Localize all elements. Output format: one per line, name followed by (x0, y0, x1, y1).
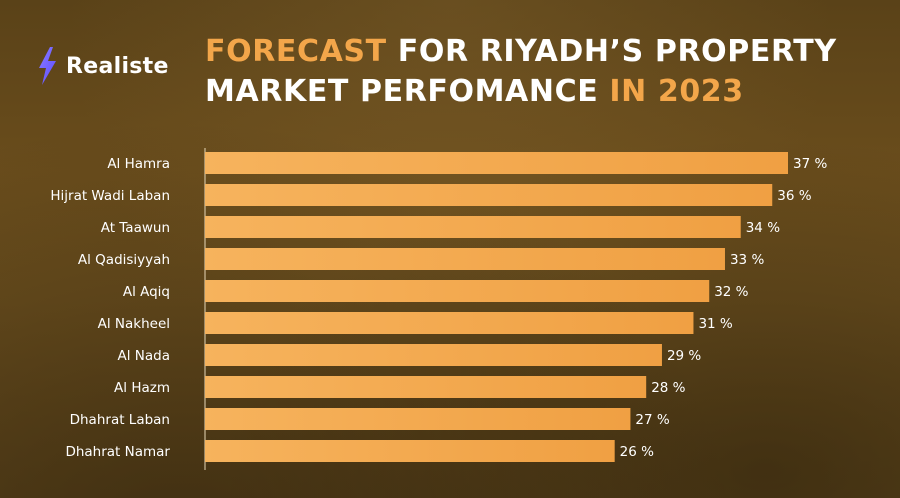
category-label: Al Nada (118, 348, 171, 364)
bar (205, 440, 615, 462)
value-label: 27 % (635, 412, 669, 428)
category-label: Al Hazm (114, 380, 170, 396)
bar (205, 344, 662, 366)
brand-name: Realiste (66, 53, 169, 79)
bar (205, 376, 647, 398)
brand-logo: Realiste (36, 46, 169, 86)
bar (205, 216, 741, 238)
title-main: FOR RIYADH’S PROPERTY MARKET PERFOMANCE (205, 34, 837, 109)
page-title: FORECAST FOR RIYADH’S PROPERTY MARKET PE… (205, 32, 885, 112)
bar (205, 184, 773, 206)
lightning-bolt-icon (39, 47, 56, 85)
category-label: Hijrat Wadi Laban (50, 188, 170, 204)
bar (205, 408, 631, 430)
value-label: 36 % (777, 188, 811, 204)
category-label: Al Aqiq (123, 284, 170, 300)
value-label: 29 % (667, 348, 701, 364)
bar (205, 152, 788, 174)
value-label: 33 % (730, 252, 764, 268)
value-label: 26 % (620, 444, 654, 460)
bar (205, 248, 725, 270)
category-label: Al Nakheel (98, 316, 170, 332)
bar (205, 280, 710, 302)
title-accent-year: IN 2023 (598, 74, 744, 109)
value-label: 34 % (746, 220, 780, 236)
bar (205, 312, 694, 334)
category-label: Dhahrat Namar (65, 444, 170, 460)
value-label: 31 % (698, 316, 732, 332)
category-label: Dhahrat Laban (70, 412, 170, 428)
category-label: At Taawun (101, 220, 170, 236)
category-label: Al Qadisiyyah (78, 252, 170, 268)
title-accent-forecast: FORECAST (205, 34, 387, 69)
value-label: 28 % (651, 380, 685, 396)
value-label: 32 % (714, 284, 748, 300)
value-label: 37 % (793, 156, 827, 172)
category-label: Al Hamra (107, 156, 170, 172)
